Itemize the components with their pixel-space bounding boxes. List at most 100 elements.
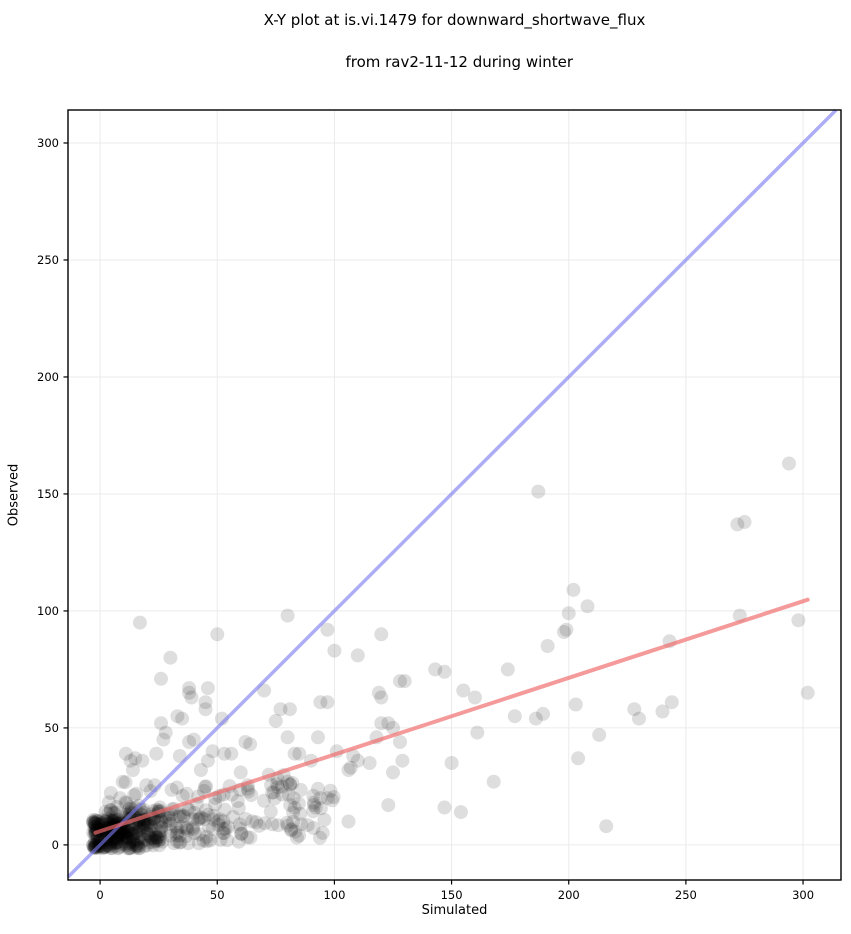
data-point: [120, 829, 135, 844]
data-point: [149, 833, 164, 848]
data-point: [129, 833, 144, 848]
data-point: [163, 828, 178, 843]
data-point: [141, 815, 156, 830]
data-point: [116, 834, 131, 849]
data-point: [115, 827, 130, 842]
y-tick-label: 100: [37, 604, 59, 618]
data-point: [592, 727, 607, 742]
data-point: [163, 824, 178, 839]
data-point: [114, 836, 129, 851]
data-point: [140, 817, 155, 832]
data-point: [92, 834, 107, 849]
data-point: [234, 826, 249, 841]
data-point: [202, 819, 216, 834]
data-point: [110, 832, 125, 847]
data-point: [173, 807, 188, 822]
data-point: [197, 779, 212, 794]
data-point: [294, 817, 309, 832]
data-point: [118, 828, 133, 843]
data-point: [180, 820, 195, 835]
data-point: [110, 835, 125, 850]
data-point: [116, 825, 131, 840]
data-point: [238, 735, 253, 749]
data-point: [320, 695, 335, 710]
data-point: [102, 832, 117, 847]
data-point: [144, 831, 159, 846]
data-point: [249, 815, 264, 830]
data-point: [341, 814, 356, 829]
data-point: [118, 775, 133, 790]
data-point: [131, 818, 146, 833]
data-point: [90, 814, 105, 829]
data-point: [528, 711, 543, 726]
data-point: [140, 832, 155, 847]
data-point: [107, 826, 121, 841]
data-point: [140, 826, 155, 841]
data-point: [118, 828, 133, 843]
data-point: [113, 791, 128, 806]
data-point: [170, 825, 185, 840]
data-point: [173, 835, 188, 850]
data-point: [283, 798, 298, 813]
data-point: [131, 832, 146, 847]
data-point: [320, 791, 335, 806]
data-point: [374, 690, 389, 705]
data-point: [108, 835, 123, 850]
x-tick-label: 50: [210, 888, 225, 902]
data-point: [87, 839, 102, 854]
data-point: [350, 648, 365, 663]
data-point: [156, 732, 171, 747]
data-point: [178, 829, 193, 844]
data-point: [211, 814, 226, 829]
data-point: [205, 744, 220, 759]
data-point: [655, 704, 670, 719]
data-point: [184, 690, 199, 705]
data-point: [800, 685, 815, 700]
data-point: [306, 804, 321, 819]
data-point: [186, 820, 200, 835]
y-tick-label: 200: [37, 370, 59, 384]
data-point: [140, 823, 155, 838]
data-point: [86, 815, 101, 830]
data-point: [148, 830, 163, 845]
data-point: [233, 765, 248, 780]
data-point: [468, 690, 482, 705]
data-point: [113, 839, 128, 854]
data-point: [559, 622, 574, 637]
data-point: [119, 796, 134, 811]
data-point: [154, 820, 169, 835]
data-point: [540, 639, 555, 653]
data-point: [103, 802, 118, 817]
data-point: [263, 804, 278, 819]
data-point: [118, 836, 133, 851]
data-point: [126, 821, 141, 835]
data-point: [154, 815, 169, 830]
data-point: [103, 841, 118, 856]
data-point: [123, 834, 138, 849]
data-point: [87, 816, 102, 831]
data-point: [126, 833, 141, 848]
data-point: [737, 515, 752, 529]
data-point: [186, 732, 201, 747]
data-point: [203, 833, 218, 848]
data-point: [126, 837, 141, 852]
data-point: [179, 821, 194, 836]
data-point: [220, 833, 235, 848]
data-point: [216, 814, 231, 829]
data-point: [312, 830, 327, 845]
data-point: [143, 784, 158, 799]
data-point: [241, 784, 256, 799]
data-point: [120, 824, 135, 839]
data-point: [500, 662, 515, 677]
data-point: [292, 746, 307, 761]
data-point: [129, 819, 144, 834]
data-point: [128, 751, 143, 766]
x-tick-label: 100: [323, 888, 345, 902]
data-point: [142, 835, 157, 850]
data-point: [172, 828, 187, 843]
data-point: [444, 756, 459, 770]
data-point: [158, 725, 173, 740]
data-point: [362, 756, 377, 770]
data-point: [137, 839, 152, 854]
data-point: [230, 794, 245, 808]
